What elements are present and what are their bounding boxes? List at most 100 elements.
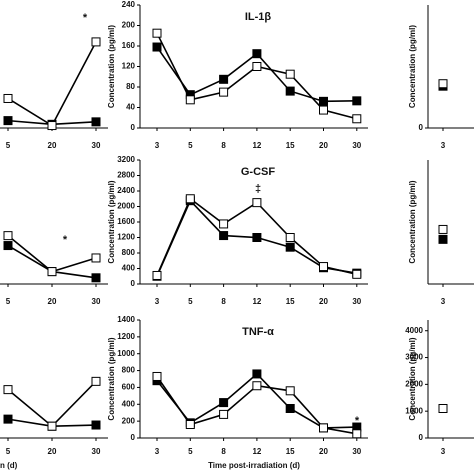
marker [3,241,13,251]
marker [152,28,162,38]
y-tick-label: 2800 [117,171,135,180]
marker [152,270,162,280]
marker [91,273,101,283]
annotation: ‡ [255,183,261,195]
marker [185,194,195,204]
y-axis-label: Concentration (pg/ml) [107,25,116,108]
marker [91,253,101,263]
x-axis-label: n (d) [0,461,18,470]
x-tick-label: 20 [48,447,57,456]
x-tick-label: 15 [286,447,295,456]
y-tick-label: 4000 [405,326,423,335]
y-tick-label: 1200 [117,233,135,242]
y-axis-label: Concentration (pg/ml) [107,180,116,263]
x-tick-label: 3 [441,141,446,150]
marker [252,233,262,242]
y-axis-label: Concentration (pg/ml) [408,180,417,263]
y-tick-label: 1000 [405,406,423,415]
marker [91,420,101,430]
x-tick-label: 5 [6,297,11,306]
y-tick-label: 160 [122,41,136,50]
marker [3,231,13,241]
marker [285,242,295,252]
y-tick-label: 3200 [117,155,135,164]
x-tick-label: 15 [286,297,295,306]
marker [3,385,13,395]
y-tick-label: 0 [419,433,424,442]
x-tick-label: 20 [319,447,328,456]
marker [252,381,262,391]
y-tick-label: 80 [126,82,135,91]
marker [438,234,448,244]
marker [352,96,362,106]
series-line [7,41,97,127]
y-tick-label: 800 [122,366,136,375]
y-tick-label: 0 [131,279,136,288]
y-axis-label: Concentration (pg/ml) [408,25,417,108]
marker [3,414,13,424]
marker [252,49,262,59]
marker [47,121,57,131]
x-tick-label: 20 [48,141,57,150]
y-tick-label: 400 [122,399,136,408]
x-tick-label: 12 [252,141,261,150]
x-tick-label: 8 [221,447,226,456]
marker [319,105,328,115]
x-tick-label: 20 [319,297,328,306]
y-tick-label: 2400 [117,186,135,195]
x-tick-label: 12 [252,447,261,456]
marker [352,429,362,439]
y-tick-label: 120 [122,62,136,71]
marker [185,420,195,430]
x-tick-label: 30 [352,141,361,150]
y-tick-label: 600 [122,383,136,392]
marker [285,404,295,413]
marker [319,96,328,106]
marker [219,87,229,97]
marker [47,267,57,277]
marker [319,423,328,433]
marker [285,386,295,396]
marker [152,371,162,381]
y-tick-label: 2000 [405,379,423,388]
y-tick-label: 0 [131,433,136,442]
x-tick-label: 5 [6,447,11,456]
y-tick-label: 2000 [117,202,135,211]
x-tick-label: 12 [252,297,261,306]
x-tick-label: 8 [221,141,226,150]
x-tick-label: 3 [155,141,160,150]
y-tick-label: 0 [419,123,424,132]
marker [352,269,362,279]
marker [219,231,229,241]
y-tick-label: 200 [122,21,136,30]
marker [152,42,162,52]
y-tick-label: 1400 [117,315,135,324]
y-tick-label: 1600 [117,217,135,226]
marker [319,262,328,272]
annotation: * [83,12,88,24]
x-tick-label: 3 [155,447,160,456]
x-tick-label: 30 [92,297,101,306]
marker [285,86,295,96]
marker [47,421,57,431]
y-tick-label: 400 [122,264,136,273]
marker [438,79,448,89]
y-tick-label: 0 [131,123,136,132]
marker [252,198,262,208]
y-tick-label: 40 [126,103,135,112]
marker [352,114,362,124]
marker [219,409,229,419]
marker [3,93,13,103]
x-tick-label: 5 [6,141,11,150]
x-tick-label: 20 [48,297,57,306]
x-tick-label: 3 [441,447,446,456]
y-tick-label: 1200 [117,332,135,341]
x-tick-label: 30 [352,447,361,456]
marker [91,376,101,386]
y-axis-label: Concentration (pg/ml) [107,337,116,420]
panel-title: TNF-α [242,326,274,338]
series-line [7,380,97,428]
y-tick-label: 800 [122,248,136,257]
x-tick-label: 5 [188,141,193,150]
